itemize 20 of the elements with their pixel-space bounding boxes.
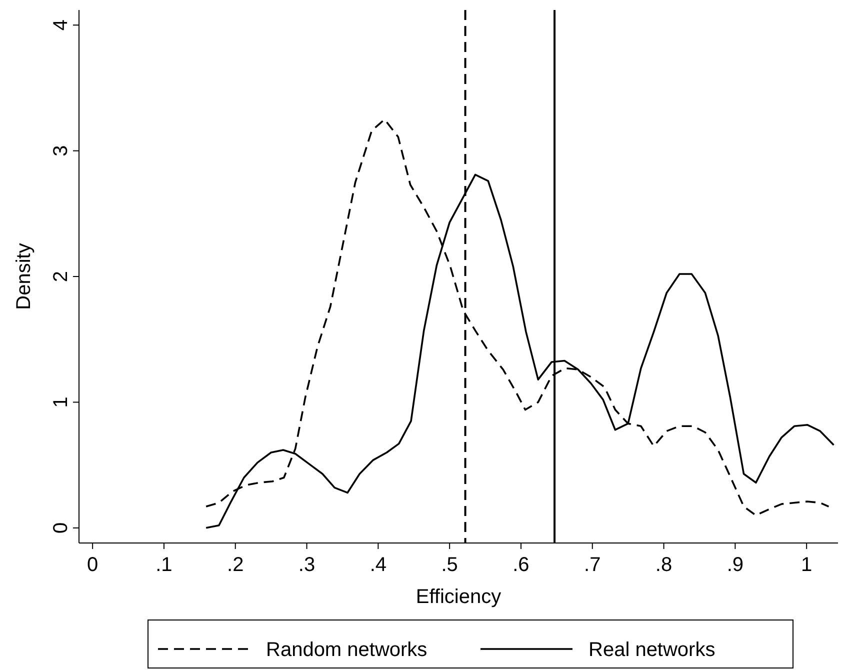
x-tick-label: .4: [370, 554, 387, 576]
y-tick-label: 4: [50, 20, 72, 31]
legend-label: Random networks: [266, 639, 428, 661]
x-tick-label: .8: [655, 554, 672, 576]
x-tick-label: .9: [726, 554, 744, 576]
y-tick-label: 2: [50, 270, 72, 282]
x-tick-label: .5: [441, 554, 458, 576]
y-tick-label: 0: [50, 522, 72, 534]
x-tick-label: .1: [156, 554, 172, 576]
y-tick-label: 1: [50, 396, 72, 408]
x-tick-label: .6: [512, 554, 530, 576]
x-tick-label: 1: [801, 554, 812, 576]
x-tick-label: 0: [87, 554, 98, 576]
x-tick-label: .7: [584, 554, 601, 576]
y-axis-title: Density: [13, 243, 35, 310]
legend-label: Real networks: [588, 639, 716, 661]
x-tick-label: .3: [298, 554, 316, 576]
x-axis-title: Efficiency: [416, 586, 502, 608]
y-tick-label: 3: [50, 145, 72, 156]
x-tick-label: .2: [227, 554, 244, 576]
